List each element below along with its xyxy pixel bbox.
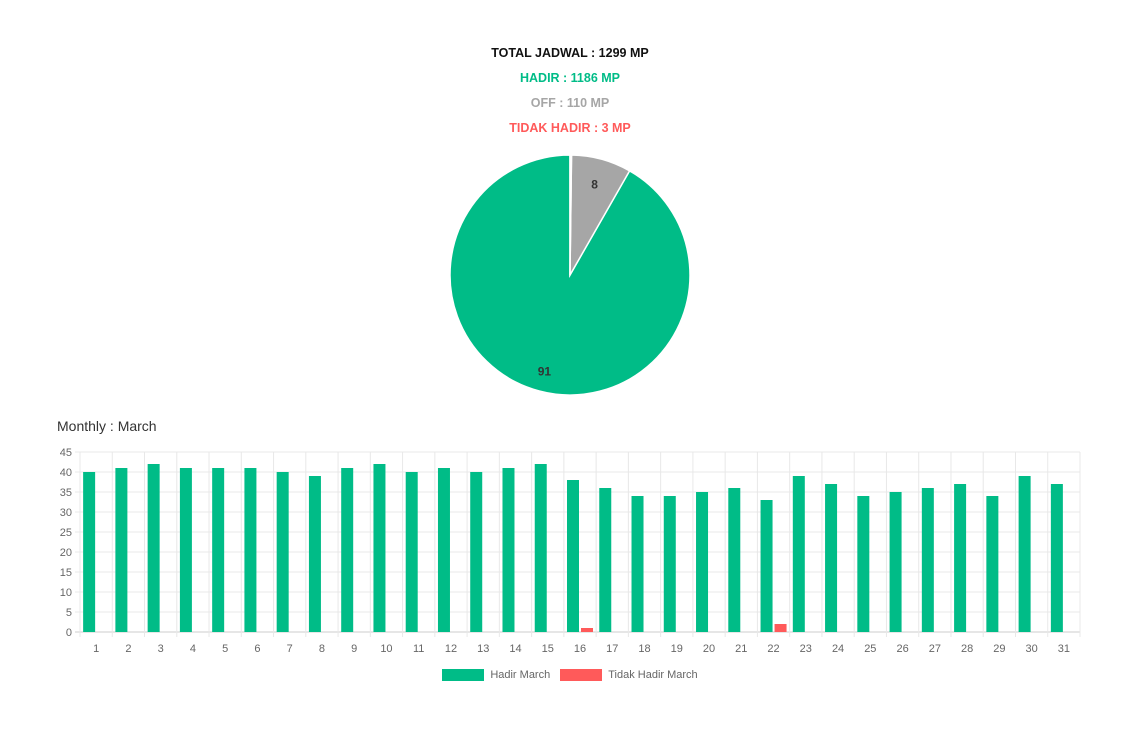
x-tick-label: 30 [1025,643,1037,655]
bar-hadir[interactable] [1050,484,1063,632]
bar-hadir[interactable] [341,468,354,632]
x-tick-label: 13 [477,643,489,655]
x-tick-label: 6 [254,643,260,655]
x-tick-label: 3 [158,643,164,655]
y-tick-label: 10 [60,587,72,599]
x-tick-label: 26 [896,643,908,655]
pie-label-hadir: 91 [538,364,552,378]
x-tick-label: 14 [509,643,521,655]
hadir-label: HADIR : 1186 MP [519,71,621,85]
legend-item-tidak-hadir[interactable]: Tidak Hadir March [560,669,698,681]
bar-hadir[interactable] [857,496,870,632]
x-tick-label: 8 [319,643,325,655]
x-tick-label: 23 [800,643,812,655]
legend-swatch-hadir [442,669,485,681]
x-tick-label: 19 [671,643,683,655]
bar-hadir[interactable] [889,492,902,632]
pie-slice-hadir[interactable] [449,154,691,396]
x-tick-label: 20 [703,643,715,655]
legend-label-hadir: Hadir March [490,669,551,681]
bar-hadir[interactable] [728,488,741,632]
y-tick-label: 25 [60,527,72,539]
x-tick-label: 12 [445,643,457,655]
x-tick-label: 15 [542,643,554,655]
off-label: OFF : 110 MP [530,96,610,110]
pie-label-off: 8 [591,178,598,192]
x-tick-label: 18 [638,643,650,655]
x-tick-label: 29 [993,643,1005,655]
total-jadwal-label: TOTAL JADWAL : 1299 MP [491,46,649,60]
bar-hadir[interactable] [631,496,644,632]
bar-hadir[interactable] [276,472,289,632]
bar-hadir[interactable] [212,468,225,632]
bar-hadir[interactable] [567,480,579,632]
x-tick-label: 21 [735,643,747,655]
bar-hadir[interactable] [437,468,450,632]
bar-hadir[interactable] [986,496,999,632]
x-tick-label: 9 [351,643,357,655]
bar-hadir[interactable] [405,472,418,632]
x-tick-label: 2 [125,643,131,655]
legend-swatch-tidak-hadir [560,669,603,681]
bar-hadir[interactable] [470,472,483,632]
x-tick-label: 25 [864,643,876,655]
x-tick-label: 7 [287,643,293,655]
bar-tidak-hadir[interactable] [774,624,787,632]
bar-hadir[interactable] [534,464,547,632]
bar-chart-legend: Hadir March Tidak Hadir March [0,669,1140,681]
bar-hadir[interactable] [599,488,612,632]
x-tick-label: 5 [222,643,228,655]
x-tick-label: 11 [413,643,424,655]
attendance-pie-chart: 91 8 [449,154,691,396]
bar-hadir[interactable] [373,464,386,632]
monthly-chart-title: Monthly : March [57,418,157,434]
legend-item-hadir[interactable]: Hadir March [442,669,550,681]
x-tick-label: 1 [93,643,99,655]
y-tick-label: 45 [60,447,72,459]
x-tick-label: 17 [606,643,618,655]
bar-hadir[interactable] [921,488,934,632]
x-tick-label: 27 [929,643,941,655]
attendance-summary: TOTAL JADWAL : 1299 MP HADIR : 1186 MP O… [0,44,1140,144]
x-tick-label: 22 [767,643,779,655]
x-tick-label: 31 [1058,643,1070,655]
pie-slice-tidak-hadir[interactable] [569,154,573,276]
bar-hadir[interactable] [308,476,321,632]
x-tick-label: 4 [190,643,196,655]
x-tick-label: 10 [380,643,392,655]
bar-hadir[interactable] [663,496,676,632]
bar-hadir[interactable] [825,484,838,632]
y-tick-label: 0 [66,627,72,639]
tidak-hadir-label: TIDAK HADIR : 3 MP [509,121,631,135]
y-tick-label: 35 [60,487,72,499]
y-tick-label: 20 [60,547,72,559]
x-tick-label: 28 [961,643,973,655]
bar-hadir[interactable] [244,468,257,632]
bar-hadir[interactable] [954,484,967,632]
bar-hadir[interactable] [83,472,96,632]
x-tick-label: 24 [832,643,844,655]
legend-label-tidak-hadir: Tidak Hadir March [608,669,698,681]
bar-hadir[interactable] [792,476,805,632]
y-tick-label: 5 [66,607,72,619]
y-tick-label: 15 [60,567,72,579]
bar-hadir[interactable] [147,464,160,632]
x-tick-label: 16 [574,643,586,655]
bar-hadir[interactable] [179,468,192,632]
bar-hadir[interactable] [696,492,709,632]
y-tick-label: 40 [60,467,72,479]
y-tick-label: 30 [60,507,72,519]
bar-tidak-hadir[interactable] [581,628,593,632]
bar-hadir[interactable] [1018,476,1031,632]
bar-hadir[interactable] [115,468,128,632]
bar-hadir[interactable] [502,468,515,632]
bar-hadir[interactable] [760,500,773,632]
